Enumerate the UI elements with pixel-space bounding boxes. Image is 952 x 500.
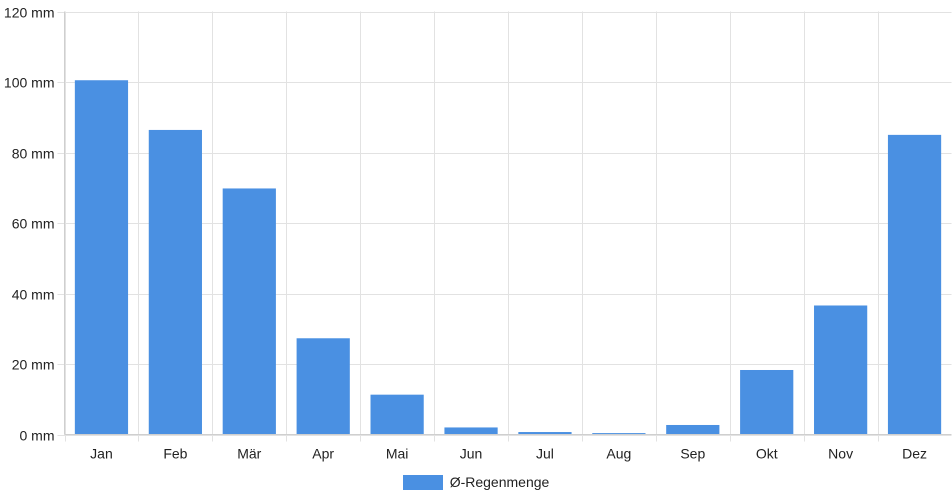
- x-tick-label: Jan: [90, 446, 113, 462]
- bar-Nov[interactable]: [814, 305, 868, 435]
- y-tick-label: 100 mm: [4, 75, 55, 91]
- x-tick-label: Apr: [312, 446, 334, 462]
- bar-Apr[interactable]: [296, 338, 350, 435]
- bar-Mai[interactable]: [370, 394, 424, 435]
- y-tick-label: 20 mm: [12, 357, 55, 373]
- y-tick-label: 0 mm: [20, 428, 55, 444]
- bar-Aug[interactable]: [592, 433, 646, 435]
- y-tick-label: 120 mm: [4, 5, 55, 21]
- axes: [64, 11, 952, 435]
- bar-Sep[interactable]: [666, 424, 720, 435]
- x-tick-labels: Jan Feb Mär Apr Mai Jun Jul Aug Sep Okt Nov Dez: [90, 446, 927, 462]
- legend[interactable]: Ø-Regenmenge: [0, 470, 952, 494]
- bar-Jun[interactable]: [444, 427, 498, 435]
- grid-lines: [57, 11, 952, 442]
- legend-label: Ø-Regenmenge: [449, 474, 550, 490]
- bar-chart: 0 mm 20 mm 40 mm 60 mm 80 mm 100 mm 120 mm Jan…: [4, 5, 952, 462]
- y-tick-label: 40 mm: [12, 287, 55, 303]
- bar-Feb[interactable]: [148, 129, 202, 435]
- x-tick-label: Jun: [460, 446, 483, 462]
- x-tick-label: Mai: [386, 446, 409, 462]
- bar-Jan[interactable]: [74, 80, 129, 435]
- x-tick-label: Mär: [237, 446, 261, 462]
- bar-Okt[interactable]: [740, 369, 794, 435]
- bars: [74, 80, 942, 435]
- x-tick-label: Dez: [902, 446, 927, 462]
- x-tick-label: Okt: [756, 446, 778, 462]
- bar-Jul[interactable]: [518, 432, 572, 435]
- x-tick-label: Jul: [536, 446, 554, 462]
- y-tick-label: 60 mm: [12, 216, 55, 232]
- x-tick-label: Sep: [680, 446, 705, 462]
- y-tick-labels: 0 mm 20 mm 40 mm 60 mm 80 mm 100 mm 120 mm: [4, 5, 55, 444]
- bar-Mär[interactable]: [222, 188, 276, 435]
- x-tick-label: Feb: [163, 446, 187, 462]
- x-tick-label: Nov: [828, 446, 853, 462]
- bar-Dez[interactable]: [887, 134, 942, 435]
- legend-swatch: [402, 474, 443, 490]
- y-tick-label: 80 mm: [12, 146, 55, 162]
- x-tick-label: Aug: [606, 446, 631, 462]
